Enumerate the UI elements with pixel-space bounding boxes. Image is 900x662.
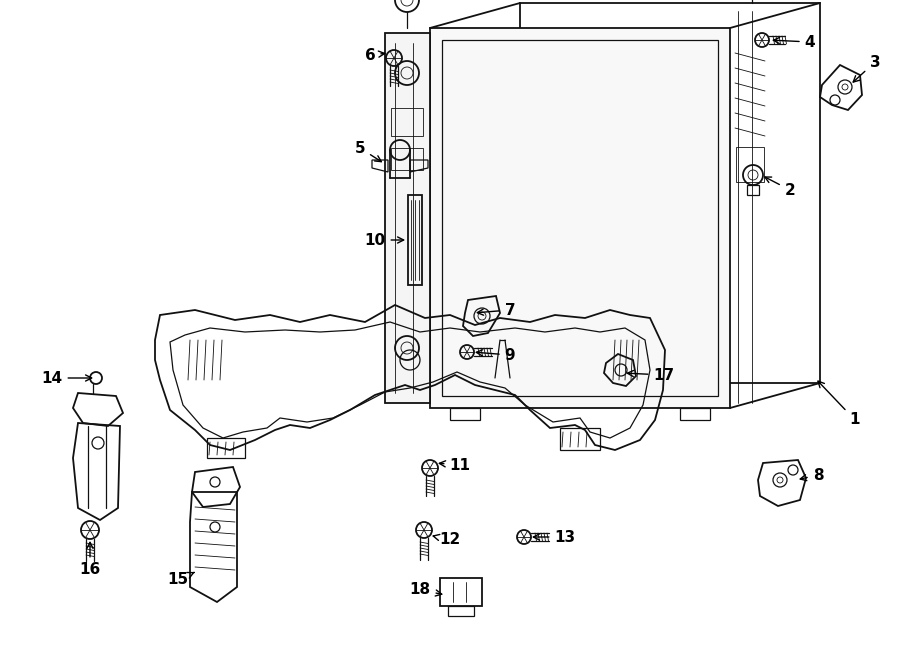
Bar (747, 185, 759, 195)
Text: 14: 14 (41, 371, 92, 385)
Bar (408, 195, 422, 285)
Text: 5: 5 (355, 140, 382, 162)
Text: 4: 4 (773, 34, 815, 50)
Bar (448, 606, 474, 616)
Text: 3: 3 (853, 54, 880, 82)
Bar (520, 3, 820, 383)
Text: 6: 6 (364, 48, 384, 62)
Bar (391, 108, 423, 136)
Text: 2: 2 (765, 177, 796, 197)
Bar (430, 28, 730, 408)
Bar (440, 578, 482, 606)
Bar (560, 428, 600, 450)
Text: 16: 16 (79, 542, 101, 577)
Bar (385, 33, 430, 403)
Text: 12: 12 (433, 532, 461, 547)
Text: 10: 10 (364, 232, 404, 248)
Text: 18: 18 (410, 583, 442, 598)
Bar (442, 40, 718, 396)
Bar (391, 148, 423, 170)
Text: 8: 8 (800, 467, 824, 483)
Text: 7: 7 (477, 303, 516, 318)
Bar (680, 408, 710, 420)
Text: 13: 13 (534, 530, 576, 545)
Bar (450, 408, 480, 420)
Bar (207, 438, 245, 458)
Text: 11: 11 (439, 457, 471, 473)
Text: 9: 9 (476, 348, 516, 363)
Text: 15: 15 (167, 573, 194, 587)
Text: 1: 1 (818, 381, 860, 428)
Bar (736, 148, 764, 183)
Text: 17: 17 (627, 367, 675, 383)
